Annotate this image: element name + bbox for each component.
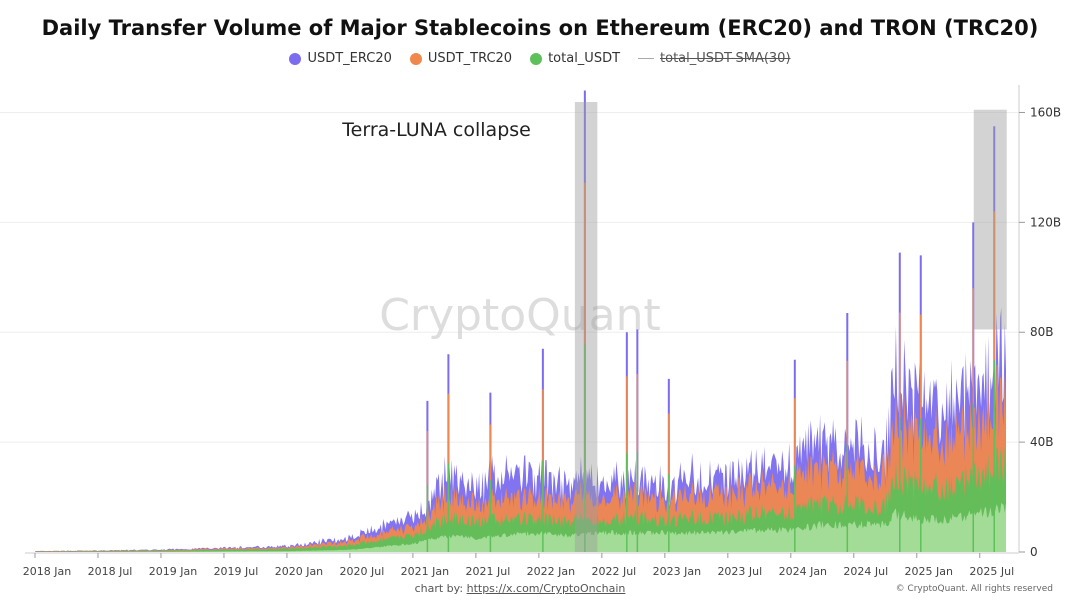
x-tick-label: 2019 Jul [214,565,259,578]
x-tick-label: 2020 Jul [340,565,385,578]
y-tick-label: 160B [1030,105,1061,119]
x-tick-label: 2021 Jan [401,565,449,578]
highlight-boxes: Terra-LUNA collapse [341,102,1007,552]
x-tick-label: 2021 Jul [466,565,511,578]
chart-source: chart by: https://x.com/CryptoOnchain [0,582,1040,595]
watermark: CryptoQuant [379,290,661,341]
legend-item-total-usdt[interactable]: total_USDT [530,51,620,66]
copyright-notice: © CryptoQuant. All rights reserved [895,584,1053,594]
x-tick-label: 2022 Jul [591,565,636,578]
chart-title: Daily Transfer Volume of Major Stablecoi… [41,16,1039,40]
series-area-total-usdt [35,444,1006,552]
legend-dot-total-usdt [530,52,543,65]
legend-dot-usdt-trc20 [409,52,422,65]
legend-item-total-usdt-sma[interactable]: total_USDT-SMA(30) [638,51,791,66]
highlight-box-2 [973,109,1007,330]
y-tick-label: 120B [1030,215,1061,229]
x-tick-label: 2018 Jan [23,565,71,578]
highlight-box-1 [574,102,598,552]
legend-label-usdt-erc20: USDT_ERC20 [307,51,392,66]
grid-lines [0,111,1019,443]
series-area-base [35,502,1006,552]
x-tick-label: 2022 Jan [527,565,575,578]
x-tick-label: 2025 Jul [969,565,1014,578]
x-axis: 2018 Jan 2018 Jul 2019 Jan 2019 Jul 2020 Jan… [23,552,1019,578]
stacked-areas [35,307,1006,552]
legend-item-usdt-erc20[interactable]: USDT_ERC20 [289,51,392,66]
y-tick-label: 0 [1030,545,1038,559]
legend-label-total-usdt-sma: total_USDT-SMA(30) [660,51,791,66]
y-axis: 0 40B 80B 120B 160B [1018,85,1061,559]
x-tick-label: 2018 Jul [88,565,133,578]
legend-line-total-usdt-sma [638,58,655,59]
spike-lines [426,90,996,552]
x-tick-label: 2023 Jan [653,565,701,578]
series-area-usdt-trc20 [35,364,1006,552]
x-tick-label: 2025 Jan [905,565,953,578]
legend-label-usdt-trc20: USDT_TRC20 [427,51,513,66]
y-tick-label: 40B [1030,435,1054,449]
legend-item-usdt-trc20[interactable]: USDT_TRC20 [409,51,513,66]
source-link[interactable]: https://x.com/CryptoOnchain [466,582,626,595]
annotation-terra-luna: Terra-LUNA collapse [341,119,531,141]
legend-label-total-usdt: total_USDT [548,51,621,66]
source-prefix: chart by: [414,582,467,595]
chart-legend: USDT_ERC20 USDT_TRC20 total_USDT total_U… [0,51,1080,66]
x-tick-label: 2024 Jul [843,565,888,578]
y-tick-label: 80B [1030,325,1054,339]
x-tick-label: 2019 Jan [149,565,197,578]
x-tick-label: 2023 Jul [717,565,762,578]
x-tick-label: 2024 Jan [779,565,827,578]
legend-dot-usdt-erc20 [289,52,302,65]
x-tick-label: 2020 Jan [275,565,323,578]
